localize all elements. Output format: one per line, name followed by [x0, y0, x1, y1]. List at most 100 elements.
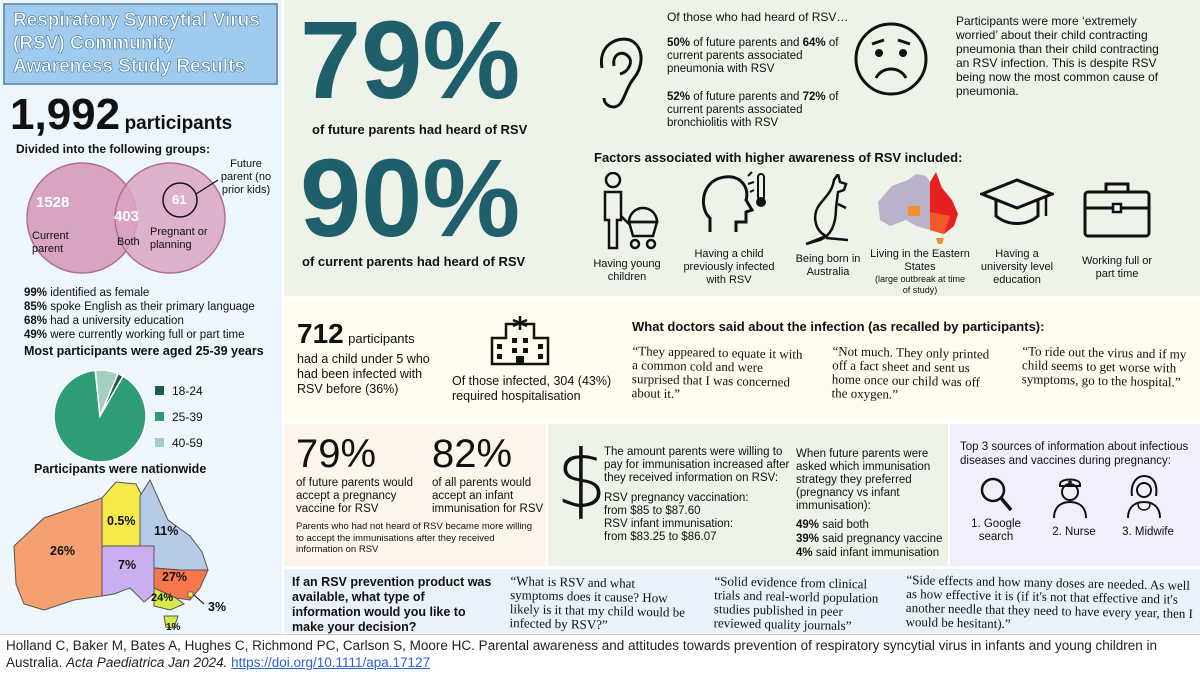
australia-map-icon: [874, 170, 960, 246]
parent-pram-icon: [593, 172, 663, 252]
age-heading: Most participants were aged 25-39 years: [24, 344, 264, 358]
demographic-item: 99% identified as female: [24, 287, 150, 299]
participants-label: participants: [124, 113, 233, 134]
age-legend-item: 18-24: [155, 378, 203, 404]
infected-text: had a child under 5 who had been infecte…: [297, 352, 430, 396]
map-label-nt: 0.5%: [107, 514, 136, 528]
factor-working: Working full or part time: [1081, 255, 1153, 280]
venn-current-value: 1528: [36, 194, 70, 211]
factor-born-australia: Being born in Australia: [795, 253, 861, 278]
infected-number: 712: [297, 318, 344, 349]
map-label-act: 3%: [208, 600, 227, 614]
doctor-quote: “To ride out the virus and if my child s…: [1021, 343, 1187, 390]
page-title: Respiratory Syncytial Virus (RSV) Commun…: [13, 10, 260, 78]
infected-count: 712 participants: [297, 318, 415, 350]
acceptance-panel: [284, 424, 546, 566]
sources-panel: [950, 424, 1200, 566]
map-label-vic: 24%: [151, 592, 174, 604]
citation-bar: [0, 634, 1200, 675]
briefcase-icon: [1082, 178, 1152, 240]
infant-immunisation-text: of all parents would accept an infant im…: [432, 477, 544, 515]
demographic-item: 68% had a university education: [24, 315, 184, 327]
pregnancy-vaccine-percent: 79%: [296, 432, 377, 476]
graduation-cap-icon: [980, 176, 1054, 232]
venn-future-label: Future parent (no prior kids): [220, 158, 272, 196]
worried-face-icon: [852, 20, 930, 98]
demographics-list: 99% identified as female 85% spoke Engli…: [24, 286, 280, 342]
midwife-icon: [1124, 474, 1164, 518]
strategy-item: 39% said pregnancy vaccine: [796, 533, 943, 545]
factor-eastern-states: Living in the Eastern States (large outb…: [870, 248, 970, 295]
pregnancy-vaccine-text: of future parents would accept a pregnan…: [296, 477, 413, 515]
hospital-icon: [488, 312, 552, 368]
heard-heading: Of those who had heard of RSV…: [667, 10, 849, 24]
doctor-quote: “Not much. They only printed off a fact …: [831, 343, 990, 402]
search-icon: [978, 476, 1014, 514]
doi-link[interactable]: https://doi.org/10.1111/apa.17127: [231, 655, 431, 670]
infected-panel: [284, 300, 1200, 420]
infected-number-label: participants: [348, 331, 415, 346]
act-pointer: [193, 594, 205, 605]
map-label-sa: 7%: [118, 558, 137, 572]
strategy-list: 49% said both 39% said pregnancy vaccine…: [796, 518, 946, 560]
doctors-heading: What doctors said about the infection (a…: [632, 319, 1045, 334]
current-parents-percent: 90%: [300, 137, 521, 260]
venn-planning-value: 61: [172, 192, 187, 207]
map-label-tas: 1%: [166, 622, 181, 633]
age-legend: 18-24 25-39 40-59: [155, 378, 203, 456]
prevention-quote: “What is RSV and what symptoms does it c…: [509, 573, 686, 633]
nurse-icon: [1050, 474, 1090, 518]
source-google: 1. Google search: [971, 518, 1021, 543]
state-act: [187, 591, 194, 598]
payment-panel: [548, 424, 948, 566]
state-vic: [153, 587, 185, 611]
venn-both-value: 403: [114, 208, 140, 225]
prevention-panel: [284, 569, 1200, 633]
nationwide-heading: Participants were nationwide: [34, 462, 207, 476]
age-pie-chart: [50, 366, 150, 466]
dollar-icon: $: [556, 433, 607, 526]
state-tas: [163, 615, 179, 629]
participants-number: 1,992: [10, 90, 121, 139]
strategy-intro: When future parents were asked which imm…: [796, 448, 931, 512]
sources-heading: Top 3 sources of information about infec…: [960, 441, 1189, 467]
prevention-quote: “Solid evidence from clinical trials and…: [713, 573, 879, 634]
map-label-wa: 26%: [50, 544, 76, 558]
title-box: Respiratory Syncytial Virus (RSV) Commun…: [3, 3, 278, 85]
venn-diagram: 1528 Current parent 403 Both 61 Pregnant…: [20, 158, 285, 283]
strategy-item: 4% said infant immunisation: [796, 547, 940, 559]
factor-university: Having a university level education: [980, 248, 1054, 286]
venn-planning-label: Pregnant or planning: [150, 226, 208, 251]
groups-heading: Divided into the following groups:: [16, 142, 210, 156]
current-parents-text: of current parents had heard of RSV: [302, 254, 526, 269]
citation-text: Holland C, Baker M, Bates A, Hughes C, R…: [6, 638, 1158, 670]
hospital-text: Of those infected, 304 (43%) required ho…: [452, 374, 612, 403]
demographic-item: 49% were currently working full or part …: [24, 329, 245, 341]
factor-young-children: Having young children: [593, 258, 661, 283]
future-parents-text: of future parents had heard of RSV: [312, 122, 528, 137]
venn-planning-circle: [114, 162, 226, 274]
venn-both-label: Both: [117, 236, 140, 248]
state-sa: [101, 545, 155, 603]
venn-future-circle: [162, 182, 198, 218]
participants-count: 1,992 participants: [10, 90, 280, 140]
factor-child-infected: Having a child previously infected with …: [683, 248, 775, 286]
bronchiolitis-text: 52% of future parents and 72% of current…: [667, 91, 839, 129]
payment-details: RSV pregnancy vaccination: from $85 to $…: [604, 492, 749, 543]
prevention-question: If an RSV prevention product was availab…: [292, 575, 492, 634]
pneumonia-text: 50% of future parents and 64% of current…: [667, 37, 839, 75]
venn-current-label: Current parent: [32, 230, 69, 255]
age-legend-item: 40-59: [155, 430, 203, 456]
pie-slice-40-59: [94, 369, 119, 417]
map-label-qld: 11%: [154, 524, 179, 538]
australia-state-map: 26% 0.5% 11% 7% 27% 24% 3% 1%: [4, 476, 234, 634]
demographic-item: 85% spoke English as their primary langu…: [24, 301, 255, 313]
ear-icon: [588, 34, 646, 114]
worried-text: Participants were more ‘extremely worrie…: [956, 14, 1159, 98]
source-midwife: 3. Midwife: [1122, 526, 1174, 538]
kangaroo-icon: [790, 174, 864, 246]
state-wa: [13, 497, 103, 611]
factors-heading: Factors associated with higher awareness…: [594, 150, 963, 165]
payment-intro: The amount parents were willing to pay f…: [604, 446, 790, 484]
sick-child-icon: [698, 170, 770, 238]
